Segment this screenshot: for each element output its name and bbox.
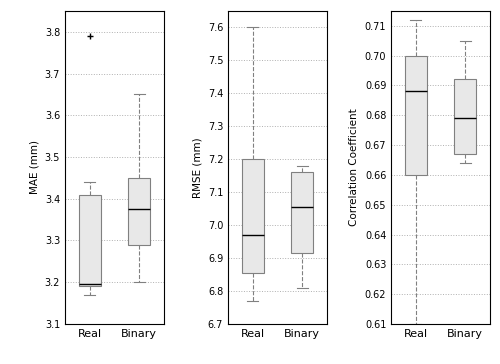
PathPatch shape bbox=[242, 159, 264, 273]
PathPatch shape bbox=[78, 195, 101, 286]
Y-axis label: Correlation Coefficient: Correlation Coefficient bbox=[349, 108, 359, 226]
PathPatch shape bbox=[454, 79, 476, 154]
PathPatch shape bbox=[405, 56, 427, 175]
Y-axis label: MAE (mm): MAE (mm) bbox=[29, 141, 39, 194]
PathPatch shape bbox=[291, 173, 314, 253]
Y-axis label: RMSE (mm): RMSE (mm) bbox=[192, 137, 202, 198]
PathPatch shape bbox=[128, 178, 150, 245]
